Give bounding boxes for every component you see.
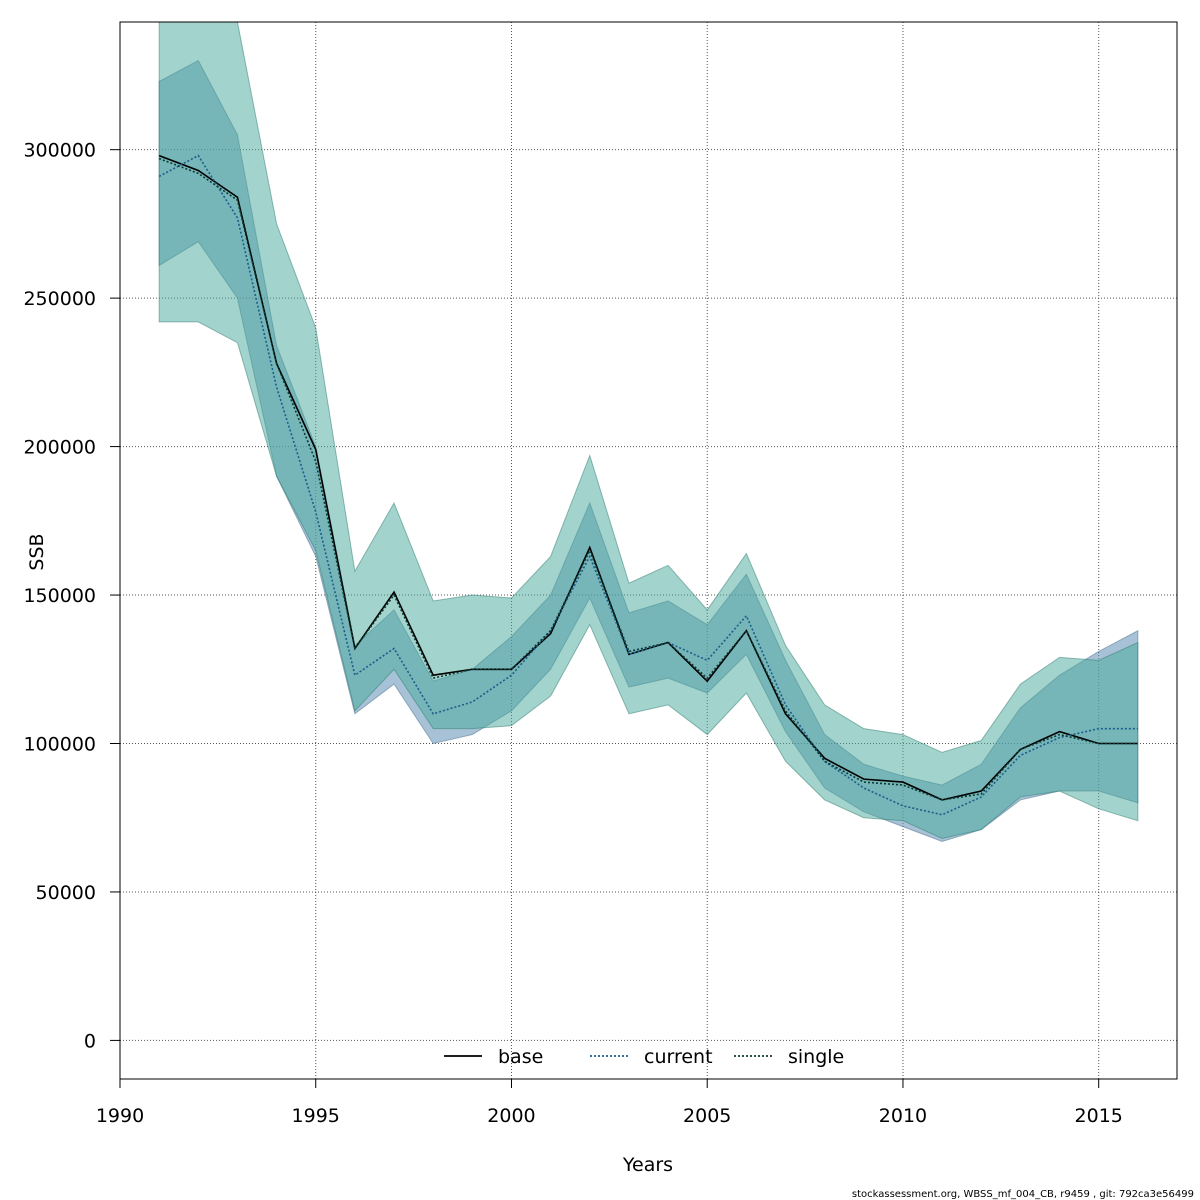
x-axis-title: Years xyxy=(622,1154,673,1176)
x-tick-label-2010: 2010 xyxy=(879,1105,927,1127)
series-line-single xyxy=(158,157,1138,801)
series-lines xyxy=(158,154,1138,816)
grid-lines xyxy=(119,22,1177,1079)
legend: base current single xyxy=(444,1046,844,1068)
x-tick-label-2005: 2005 xyxy=(683,1105,731,1127)
x-tick-label-1995: 1995 xyxy=(292,1105,340,1127)
y-tick-label-150000: 150000 xyxy=(23,585,96,607)
legend-label-current: current xyxy=(644,1046,713,1068)
y-tick-label-0: 0 xyxy=(84,1030,96,1052)
axes: 1990 1995 2000 2005 2010 2015 0 50000 100000 1500… xyxy=(23,22,1177,1127)
band-single xyxy=(158,22,1139,840)
footer-credit: stockassessment.org, WBSS_mf_004_CB, r94… xyxy=(852,1189,1194,1200)
legend-label-single: single xyxy=(788,1046,844,1068)
x-tick-label-2000: 2000 xyxy=(487,1105,535,1127)
x-tick-label-2015: 2015 xyxy=(1075,1105,1123,1127)
plot-frame xyxy=(119,21,1178,1080)
y-tick-label-50000: 50000 xyxy=(36,882,96,904)
y-tick-label-250000: 250000 xyxy=(23,288,96,310)
y-tick-label-200000: 200000 xyxy=(23,437,96,459)
x-tick-label-1990: 1990 xyxy=(96,1105,144,1127)
y-axis-title: SSB xyxy=(26,533,48,570)
series-line-base xyxy=(158,154,1138,801)
y-tick-label-300000: 300000 xyxy=(23,140,96,162)
y-tick-label-100000: 100000 xyxy=(23,733,96,755)
confidence-bands xyxy=(158,22,1139,842)
legend-label-base: base xyxy=(498,1046,543,1068)
